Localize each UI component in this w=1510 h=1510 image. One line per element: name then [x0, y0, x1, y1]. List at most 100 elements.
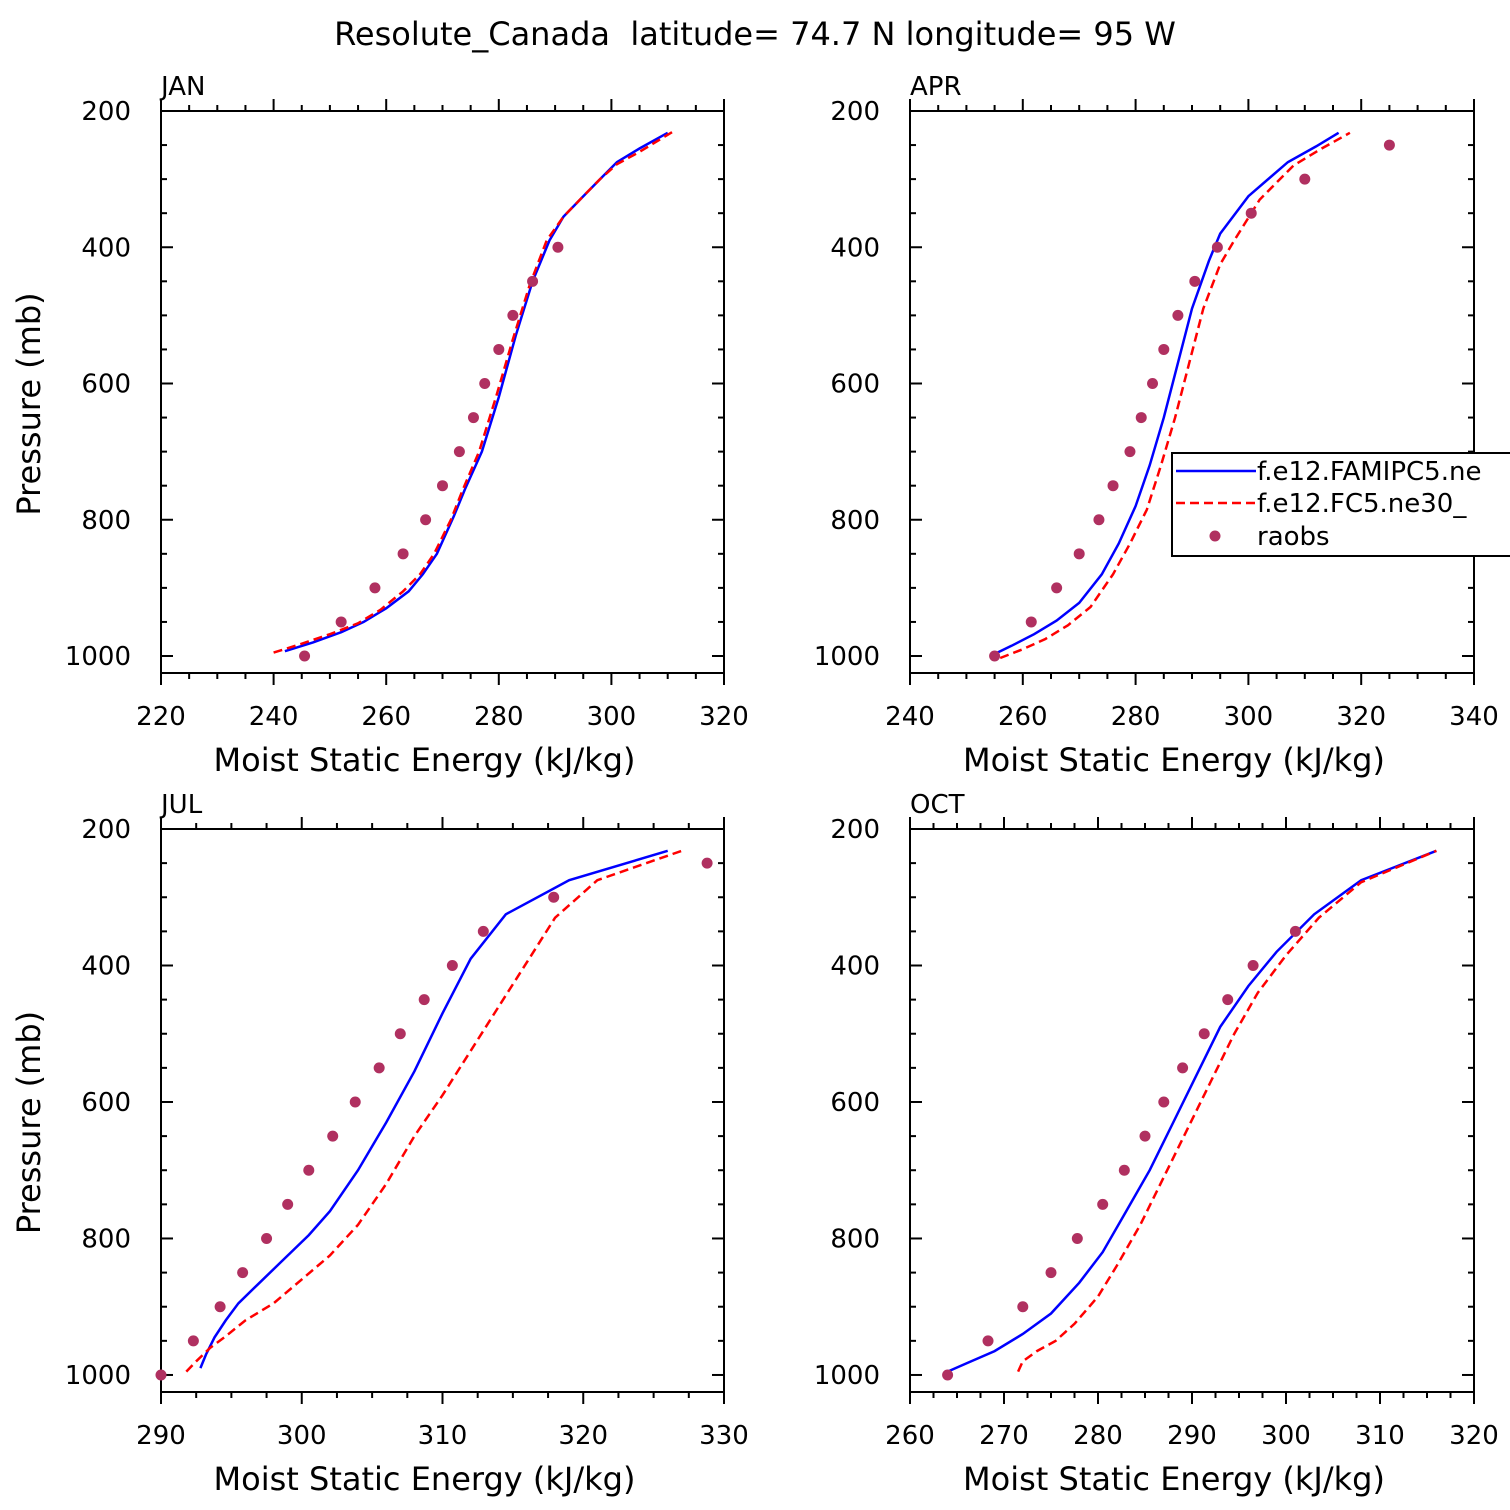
- x-tick-label: 300: [277, 1421, 327, 1451]
- raobs-point: [1222, 994, 1234, 1006]
- raobs-point: [527, 275, 539, 287]
- raobs-point: [394, 1028, 406, 1040]
- panel-label: JUL: [159, 790, 203, 820]
- x-tick-label: 280: [1073, 1421, 1123, 1451]
- legend: f.e12.FAMIPC5.nef.e12.FC5.ne30_raobs: [1171, 452, 1510, 557]
- raobs-point: [1177, 1062, 1189, 1074]
- y-tick-label: 200: [81, 815, 131, 845]
- raobs-point: [349, 1096, 361, 1108]
- y-tick-label: 600: [830, 1088, 880, 1118]
- raobs-point: [303, 1164, 315, 1176]
- y-tick-label: 600: [81, 1088, 131, 1118]
- raobs-point: [1025, 616, 1037, 628]
- x-tick-label: 330: [699, 1421, 749, 1451]
- x-tick-label: 310: [418, 1421, 468, 1451]
- x-tick-label: 290: [1167, 1421, 1217, 1451]
- raobs-point: [479, 378, 491, 389]
- series-line-fc5: [999, 131, 1351, 660]
- x-tick-label: 300: [587, 702, 637, 732]
- y-tick-label: 800: [81, 1224, 131, 1254]
- raobs-point: [335, 616, 347, 628]
- y-tick-label: 800: [830, 506, 880, 536]
- raobs-point: [282, 1198, 294, 1210]
- series-line-fc5: [273, 130, 674, 654]
- raobs-point: [982, 1335, 994, 1347]
- raobs-point: [1135, 412, 1147, 424]
- x-tick-label: 320: [1336, 702, 1386, 732]
- y-tick-label: 1000: [65, 1361, 131, 1391]
- x-tick-label: 310: [1355, 1421, 1405, 1451]
- raobs-point: [1139, 1130, 1151, 1142]
- raobs-point: [327, 1130, 339, 1142]
- raobs-point: [493, 343, 505, 355]
- y-tick-label: 400: [830, 233, 880, 263]
- series-line-famipc5: [947, 849, 1437, 1373]
- x-tick-label: 320: [1449, 1421, 1499, 1451]
- raobs-point: [1247, 959, 1259, 971]
- y-tick-label: 400: [830, 951, 880, 981]
- x-axis-label: Moist Static Energy (kJ/kg): [214, 741, 636, 779]
- y-tick-label: 800: [81, 506, 131, 536]
- y-tick-label: 800: [830, 1224, 880, 1254]
- y-tick-label: 200: [830, 815, 880, 845]
- raobs-point: [1383, 139, 1395, 151]
- raobs-point: [1289, 925, 1301, 937]
- x-tick-label: 280: [474, 702, 524, 732]
- x-tick-label: 260: [998, 702, 1048, 732]
- x-tick-label: 280: [1111, 702, 1161, 732]
- raobs-point: [1158, 343, 1170, 355]
- raobs-point: [373, 1062, 385, 1074]
- panel-jul: JUL 290 300 310 320 330 200 400 600 800 1000 Moist …: [10, 790, 749, 1498]
- y-tick-label: 1000: [65, 642, 131, 672]
- x-tick-label: 270: [979, 1421, 1029, 1451]
- raobs-point: [1158, 1096, 1170, 1108]
- raobs-point: [1211, 241, 1223, 253]
- y-axis-label: Pressure (mb): [10, 1011, 48, 1234]
- panel-oct: OCT 260 270 280 290 300 310 320 200 400 600 800 1000…: [814, 790, 1499, 1498]
- y-tick-label: 600: [81, 370, 131, 400]
- raobs-point: [1073, 548, 1085, 560]
- raobs-point: [453, 446, 465, 458]
- raobs-point: [701, 857, 713, 869]
- x-tick-label: 320: [558, 1421, 608, 1451]
- raobs-point: [155, 1369, 167, 1381]
- raobs-point: [507, 309, 519, 321]
- series-line-famipc5: [199, 849, 669, 1369]
- raobs-point: [299, 650, 311, 662]
- raobs-point: [1245, 207, 1257, 219]
- plot-frame: [160, 828, 725, 1393]
- raobs-point: [552, 241, 564, 253]
- series-line-fc5: [185, 849, 683, 1373]
- raobs-point: [477, 925, 489, 937]
- plot-frame: [160, 110, 725, 674]
- y-tick-label: 600: [830, 370, 880, 400]
- raobs-point: [1147, 378, 1159, 389]
- plot-frame: [909, 110, 1475, 674]
- panel-jan: JAN 220 240 260 280 300 320 200 400 600 800 1000 Moi…: [10, 72, 749, 779]
- x-tick-label: 340: [1449, 702, 1499, 732]
- raobs-point: [1189, 275, 1201, 287]
- raobs-point: [420, 514, 432, 526]
- raobs-point: [1107, 480, 1119, 492]
- raobs-point: [214, 1301, 226, 1313]
- raobs-point: [1045, 1267, 1057, 1279]
- raobs-point: [1097, 1198, 1109, 1210]
- series-line-famipc5: [994, 131, 1340, 656]
- raobs-point: [1198, 1028, 1210, 1040]
- x-tick-label: 220: [136, 702, 186, 732]
- legend-label: f.e12.FAMIPC5.ne: [1257, 457, 1481, 487]
- x-tick-label: 290: [136, 1421, 186, 1451]
- raobs-point: [989, 650, 1001, 662]
- x-tick-label: 240: [885, 702, 935, 732]
- raobs-point: [1299, 173, 1311, 185]
- raobs-point: [437, 480, 448, 492]
- raobs-point: [187, 1335, 199, 1347]
- raobs-point: [1118, 1164, 1130, 1176]
- x-axis-label: Moist Static Energy (kJ/kg): [963, 741, 1385, 779]
- raobs-point: [1172, 309, 1184, 321]
- x-axis-label: Moist Static Energy (kJ/kg): [963, 1460, 1385, 1498]
- panel-label: JAN: [159, 72, 205, 102]
- raobs-point: [942, 1369, 954, 1381]
- y-tick-label: 200: [830, 97, 880, 127]
- figure-title: Resolute_Canada latitude= 74.7 N longitu…: [334, 15, 1176, 53]
